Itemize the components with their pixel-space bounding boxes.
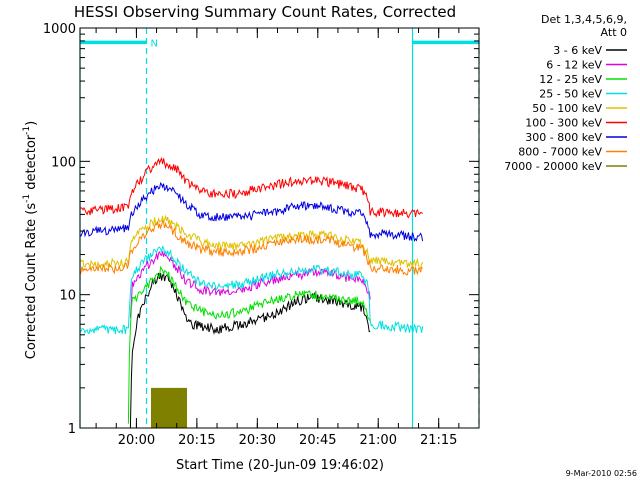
x-tick-label: 20:00 [118, 433, 155, 448]
y-tick-label: 1 [68, 422, 76, 437]
legend-header: Det 1,3,4,5,6,9, [541, 13, 627, 26]
timestamp: 9-Mar-2010 02:56 [566, 469, 637, 478]
series-trace [127, 265, 371, 424]
x-axis-label: Start Time (20-Jun-09 19:46:02) [176, 458, 384, 473]
series-trace [129, 251, 371, 318]
legend-label: 800 - 7000 keV [518, 146, 602, 159]
series-trace [151, 387, 187, 428]
y-tick-label: 10 [59, 289, 76, 304]
legend-header: Att 0 [601, 26, 627, 39]
flag-label: N [151, 38, 158, 49]
series-trace [79, 181, 424, 242]
x-tick-label: 20:30 [239, 433, 276, 448]
x-tick-label: 20:45 [299, 433, 336, 448]
y-tick-label: 1000 [43, 22, 76, 37]
x-tick-label: 20:15 [178, 433, 215, 448]
y-tick-label: 100 [51, 155, 76, 170]
x-tick-label: 21:00 [360, 433, 397, 448]
legend-label: 100 - 300 keV [525, 117, 602, 130]
y-axis-label: Corrected Count Rate (s-1 detector-1) [22, 121, 39, 359]
legend-label: 25 - 50 keV [539, 88, 602, 101]
legend-label: 6 - 12 keV [546, 59, 602, 72]
legend-label: 7000 - 20000 keV [504, 160, 602, 173]
legend-label: 50 - 100 keV [532, 102, 602, 115]
plot-frame [79, 27, 480, 429]
chart-title: HESSI Observing Summary Count Rates, Cor… [74, 3, 456, 21]
series-trace [79, 219, 423, 276]
series-trace [79, 156, 423, 219]
legend-label: 3 - 6 keV [553, 44, 602, 57]
series-trace [79, 214, 424, 270]
series-trace [79, 245, 424, 335]
legend-label: 300 - 800 keV [525, 131, 602, 144]
legend-label: 12 - 25 keV [539, 73, 602, 86]
x-tick-label: 21:15 [420, 433, 457, 448]
